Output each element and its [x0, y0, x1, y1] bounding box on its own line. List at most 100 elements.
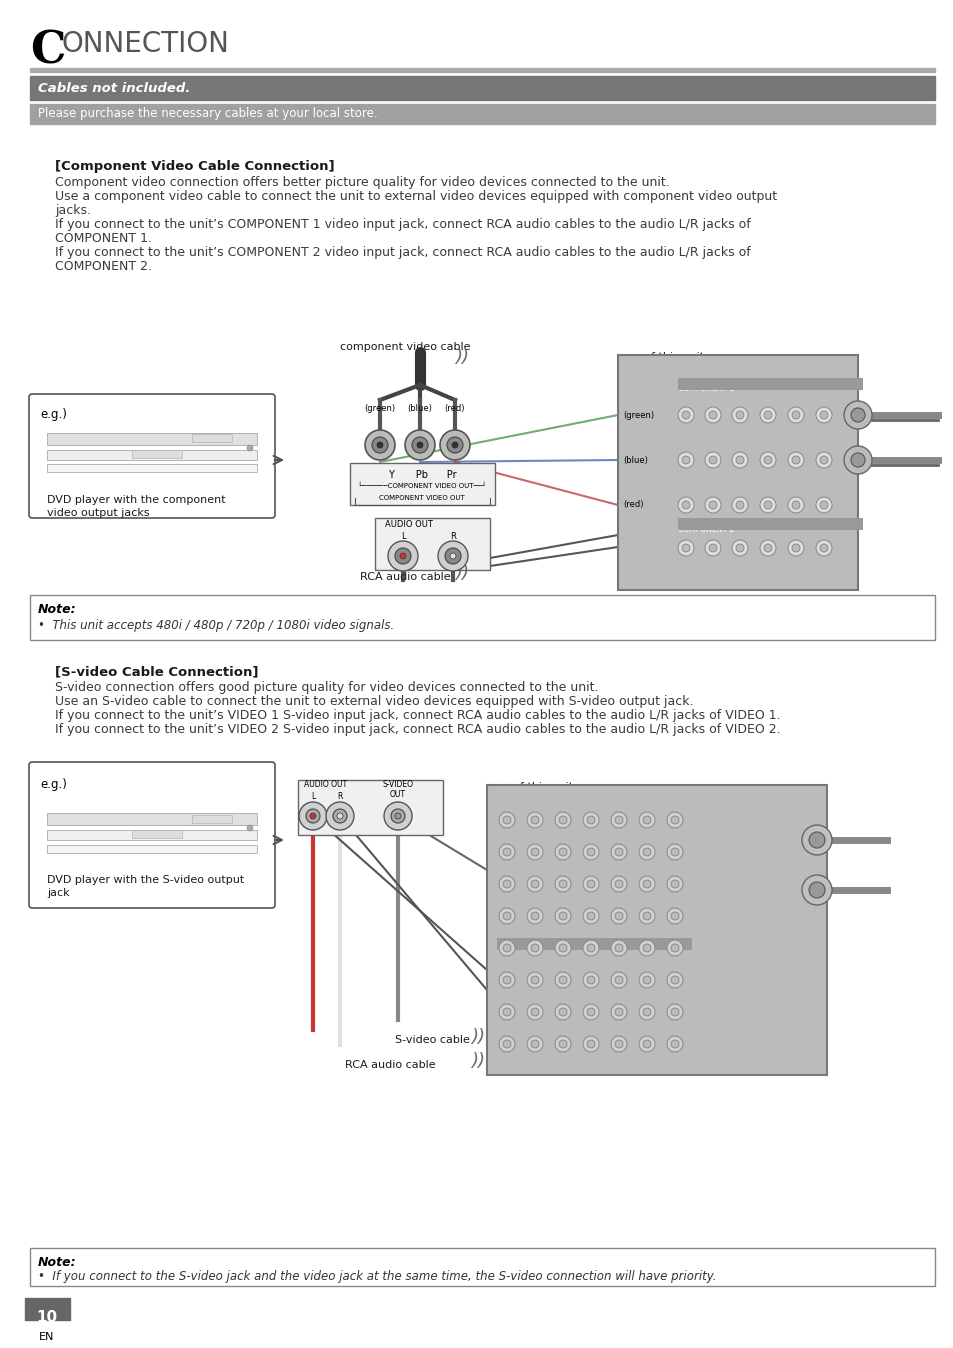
Circle shape [791, 411, 800, 419]
Circle shape [642, 848, 650, 856]
Text: rear of this unit: rear of this unit [486, 782, 573, 793]
Circle shape [412, 437, 428, 453]
Circle shape [731, 497, 747, 514]
Circle shape [670, 1008, 679, 1016]
Circle shape [555, 940, 571, 956]
Circle shape [735, 501, 743, 510]
Circle shape [787, 541, 803, 555]
Text: 10: 10 [36, 1310, 57, 1325]
Text: (blue): (blue) [622, 456, 647, 465]
Circle shape [666, 811, 682, 828]
Circle shape [843, 400, 871, 429]
Text: Note:: Note: [38, 1256, 76, 1268]
Text: S-video cable: S-video cable [395, 1035, 470, 1045]
Text: video output jacks: video output jacks [47, 508, 150, 518]
Text: Cables not included.: Cables not included. [38, 81, 191, 94]
Circle shape [639, 811, 655, 828]
Circle shape [531, 848, 538, 856]
Bar [30, 104, 934, 124]
Circle shape [820, 501, 827, 510]
Circle shape [708, 411, 717, 419]
Text: [S-video Cable Connection]: [S-video Cable Connection] [55, 665, 258, 678]
Circle shape [399, 553, 406, 559]
Circle shape [615, 848, 622, 856]
Circle shape [610, 844, 626, 860]
Circle shape [731, 541, 747, 555]
Circle shape [791, 456, 800, 464]
Circle shape [615, 816, 622, 824]
Circle shape [678, 452, 693, 468]
Circle shape [763, 456, 771, 464]
Bar [47, 813, 256, 825]
Circle shape [642, 944, 650, 952]
Circle shape [610, 972, 626, 988]
Circle shape [526, 972, 542, 988]
Circle shape [502, 1041, 511, 1047]
Circle shape [639, 1004, 655, 1020]
Text: S-video connection offers good picture quality for video devices connected to th: S-video connection offers good picture q… [55, 681, 598, 694]
Circle shape [586, 1041, 595, 1047]
Circle shape [820, 456, 827, 464]
Circle shape [247, 825, 253, 830]
Circle shape [437, 541, 468, 572]
Bar [30, 1248, 934, 1286]
Text: •  If you connect to the S-video jack and the video jack at the same time, the S: • If you connect to the S-video jack and… [38, 1270, 716, 1283]
Circle shape [336, 813, 343, 820]
Text: COMPONENT 1.: COMPONENT 1. [55, 232, 152, 245]
Circle shape [731, 407, 747, 423]
Text: jacks.: jacks. [55, 204, 91, 217]
Circle shape [558, 913, 566, 919]
Circle shape [384, 802, 412, 830]
Circle shape [666, 844, 682, 860]
Text: RCA audio cable: RCA audio cable [345, 1060, 436, 1070]
Circle shape [333, 809, 347, 824]
Circle shape [681, 456, 689, 464]
Circle shape [708, 501, 717, 510]
Circle shape [639, 844, 655, 860]
Circle shape [610, 909, 626, 923]
Circle shape [763, 501, 771, 510]
Circle shape [735, 411, 743, 419]
Text: COMPONENT 2: COMPONENT 2 [678, 524, 734, 534]
Circle shape [439, 430, 470, 460]
Text: •  This unit accepts 480i / 480p / 720p / 1080i video signals.: • This unit accepts 480i / 480p / 720p /… [38, 619, 394, 632]
Circle shape [298, 802, 327, 830]
Bar [497, 938, 691, 950]
Text: e.g.): e.g.) [40, 408, 67, 421]
Circle shape [787, 452, 803, 468]
Text: Use a component video cable to connect the unit to external video devices equipp: Use a component video cable to connect t… [55, 190, 777, 204]
Text: [Component Video Cable Connection]: [Component Video Cable Connection] [55, 160, 335, 173]
Circle shape [582, 972, 598, 988]
Circle shape [502, 848, 511, 856]
Circle shape [498, 1004, 515, 1020]
Circle shape [610, 940, 626, 956]
Text: If you connect to the unit’s COMPONENT 1 video input jack, connect RCA audio cab: If you connect to the unit’s COMPONENT 1… [55, 218, 750, 231]
Bar [30, 75, 934, 100]
Text: C: C [30, 30, 66, 73]
Circle shape [558, 816, 566, 824]
Circle shape [678, 497, 693, 514]
Text: )): )) [455, 348, 469, 367]
Circle shape [642, 880, 650, 888]
Circle shape [678, 541, 693, 555]
Circle shape [639, 972, 655, 988]
Text: component video cable: component video cable [339, 342, 470, 352]
Circle shape [555, 972, 571, 988]
Bar [132, 450, 182, 458]
Bar [30, 594, 934, 640]
Text: If you connect to the unit’s VIDEO 1 S-video input jack, connect RCA audio cable: If you connect to the unit’s VIDEO 1 S-v… [55, 709, 780, 723]
Circle shape [586, 944, 595, 952]
Text: (red): (red) [622, 500, 643, 510]
Circle shape [531, 880, 538, 888]
Bar [350, 462, 495, 506]
Circle shape [615, 913, 622, 919]
Text: Note:: Note: [38, 603, 76, 616]
Text: rear of this unit: rear of this unit [618, 352, 703, 363]
Circle shape [586, 880, 595, 888]
Circle shape [395, 813, 400, 820]
Circle shape [642, 913, 650, 919]
Circle shape [326, 802, 354, 830]
Circle shape [678, 407, 693, 423]
Text: ONNECTION: ONNECTION [62, 30, 230, 58]
Text: R: R [337, 793, 342, 801]
